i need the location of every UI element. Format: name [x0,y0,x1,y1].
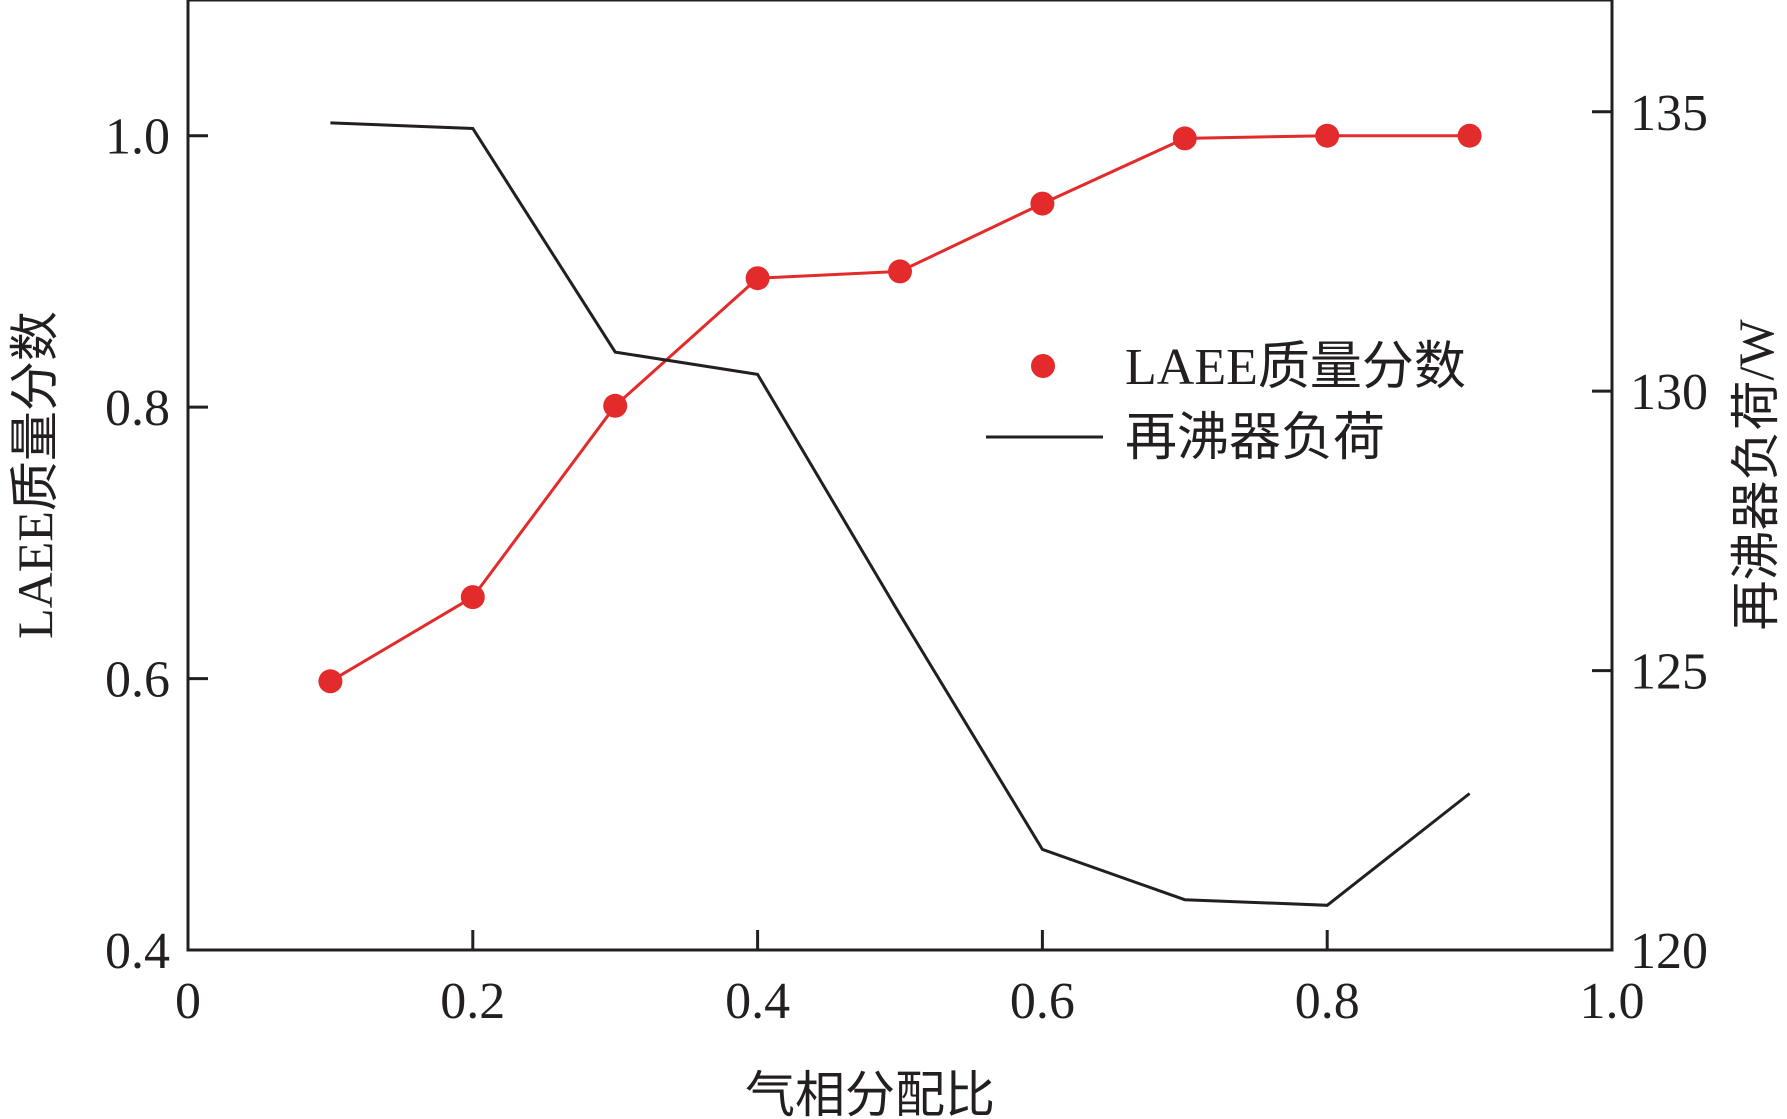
data-point-0-1 [460,585,485,610]
x-tick-label-0: 0 [175,973,201,1030]
left-y-tick-label-2: 0.8 [105,380,170,437]
data-point-0-4 [888,259,912,284]
legend: LAEE质量分数 再沸器负荷 [986,339,1466,467]
data-point-0-2 [603,393,628,418]
x-tick-label-1: 0.2 [440,973,505,1030]
legend-label-reboiler: 再沸器负荷 [1125,410,1385,467]
right-y-axis-title: 再沸器负荷/W [1728,319,1784,631]
right-y-tick-label-3: 135 [1630,85,1708,142]
x-tick-label-2: 0.4 [725,973,790,1030]
series-layer [318,121,1482,907]
right-y-axis-ticks: 120 125 130 135 [1592,85,1708,980]
left-y-tick-label-3: 1.0 [105,109,170,166]
left-y-axis-ticks: 0.4 0.6 0.8 1.0 [105,109,208,980]
x-tick-label-4: 0.8 [1295,973,1360,1030]
right-y-tick-label-1: 125 [1630,644,1708,701]
data-point-0-5 [1030,191,1055,216]
data-point-0-6 [1172,126,1197,151]
series-line-1 [330,121,1471,907]
left-y-tick-label-1: 0.6 [105,652,170,709]
x-axis-ticks: 0 0.2 0.4 0.6 0.8 1.0 [175,930,1645,1030]
left-y-tick-label-0: 0.4 [105,923,170,980]
left-y-axis-title: LAEE质量分数 [7,311,63,639]
plot-frame [186,0,1614,952]
x-axis-title: 气相分配比 [745,1067,995,1119]
right-y-tick-label-0: 120 [1630,923,1708,980]
data-point-0-8 [1457,123,1482,148]
data-point-0-0 [318,669,343,694]
right-y-tick-label-2: 130 [1630,364,1708,421]
legend-marker-laee [1031,354,1055,378]
x-tick-label-5: 1.0 [1580,973,1645,1030]
data-point-0-3 [745,266,770,291]
data-point-0-7 [1315,123,1340,148]
legend-label-laee: LAEE质量分数 [1125,339,1466,396]
series-line-0 [329,134,1470,683]
x-tick-label-3: 0.6 [1010,973,1075,1030]
